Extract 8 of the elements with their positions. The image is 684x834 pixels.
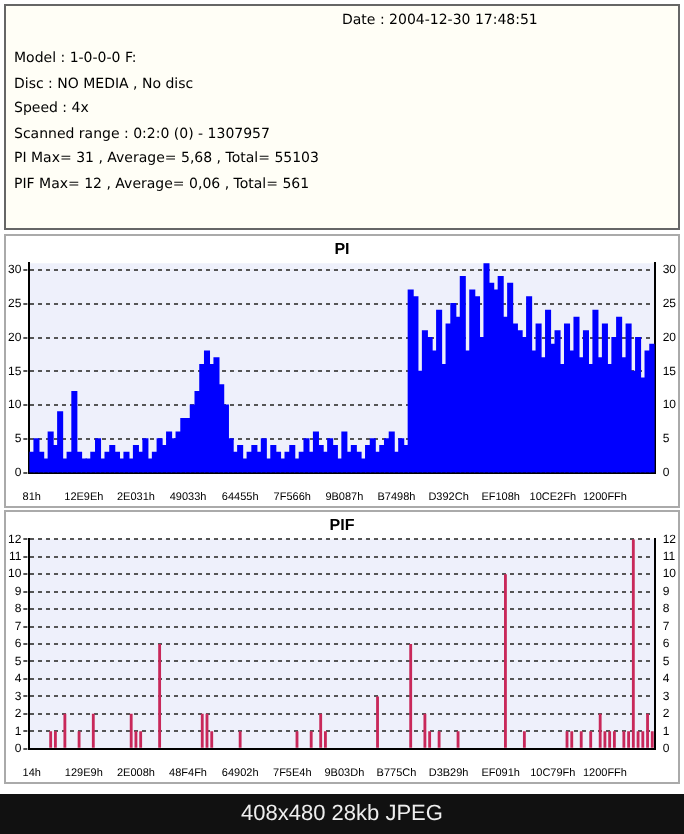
chart-title: PIF [329, 516, 355, 535]
bar [95, 438, 102, 473]
bar [289, 445, 296, 473]
bar [412, 296, 419, 473]
chart-title: PI [334, 240, 350, 259]
bar [649, 343, 655, 473]
bar [71, 391, 78, 473]
text: 408x480 28kb JPEG [0, 794, 684, 834]
